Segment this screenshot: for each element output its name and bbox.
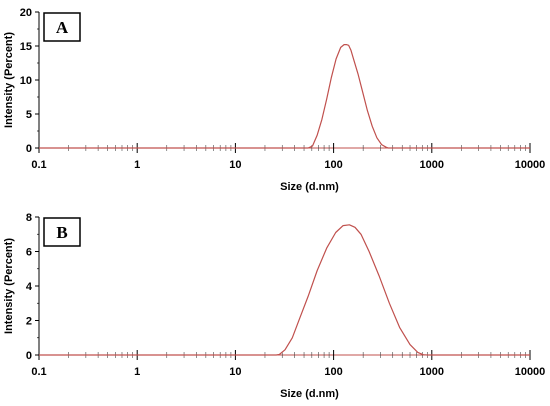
x-tick-label: 10 [229,159,241,171]
panel-label: B [56,223,67,242]
x-tick-label: 1000 [420,159,444,171]
y-tick-label: 0 [26,143,32,155]
y-tick-label: 10 [20,75,32,87]
y-tick-label: 0 [26,350,32,362]
x-tick-label: 100 [324,366,342,378]
panel-label-box [43,12,81,42]
y-tick-label: 2 [26,316,32,328]
x-tick-label: 10000 [515,366,546,378]
panel-label-box [43,217,81,247]
y-tick-label: 5 [26,109,32,121]
x-tick-label: 1 [134,366,140,378]
y-tick-label: 4 [26,281,33,293]
x-axis-title: Size (d.nm) [280,181,339,193]
x-tick-label: 1 [134,159,140,171]
y-tick-label: 8 [26,212,32,224]
y-tick-label: 15 [20,41,32,53]
x-tick-label: 10 [229,366,241,378]
x-tick-label: 100 [324,159,342,171]
y-tick-label: 6 [26,247,32,259]
y-axis-title: Intensity (Percent) [3,32,15,128]
panel-label: A [56,18,69,37]
x-tick-label: 0.1 [31,366,46,378]
size-distribution-line [39,43,530,149]
chart-panel-b: 0.1 1 10 100 1000 10000 0 2 4 6 8 Size (d.nm) Intens… [3,212,545,400]
y-axis-title: Intensity (Percent) [3,238,15,334]
y-tick-label: 20 [20,7,32,19]
x-tick-label: 1000 [420,366,444,378]
x-axis-title: Size (d.nm) [280,388,339,400]
x-tick-label: 0.1 [31,159,46,171]
chart-panel-a: 0.1 1 10 100 1000 10000 0 5 10 15 20 Size (d.nm) Int… [3,7,545,193]
size-distribution-line [39,224,530,356]
x-tick-label: 10000 [515,159,546,171]
